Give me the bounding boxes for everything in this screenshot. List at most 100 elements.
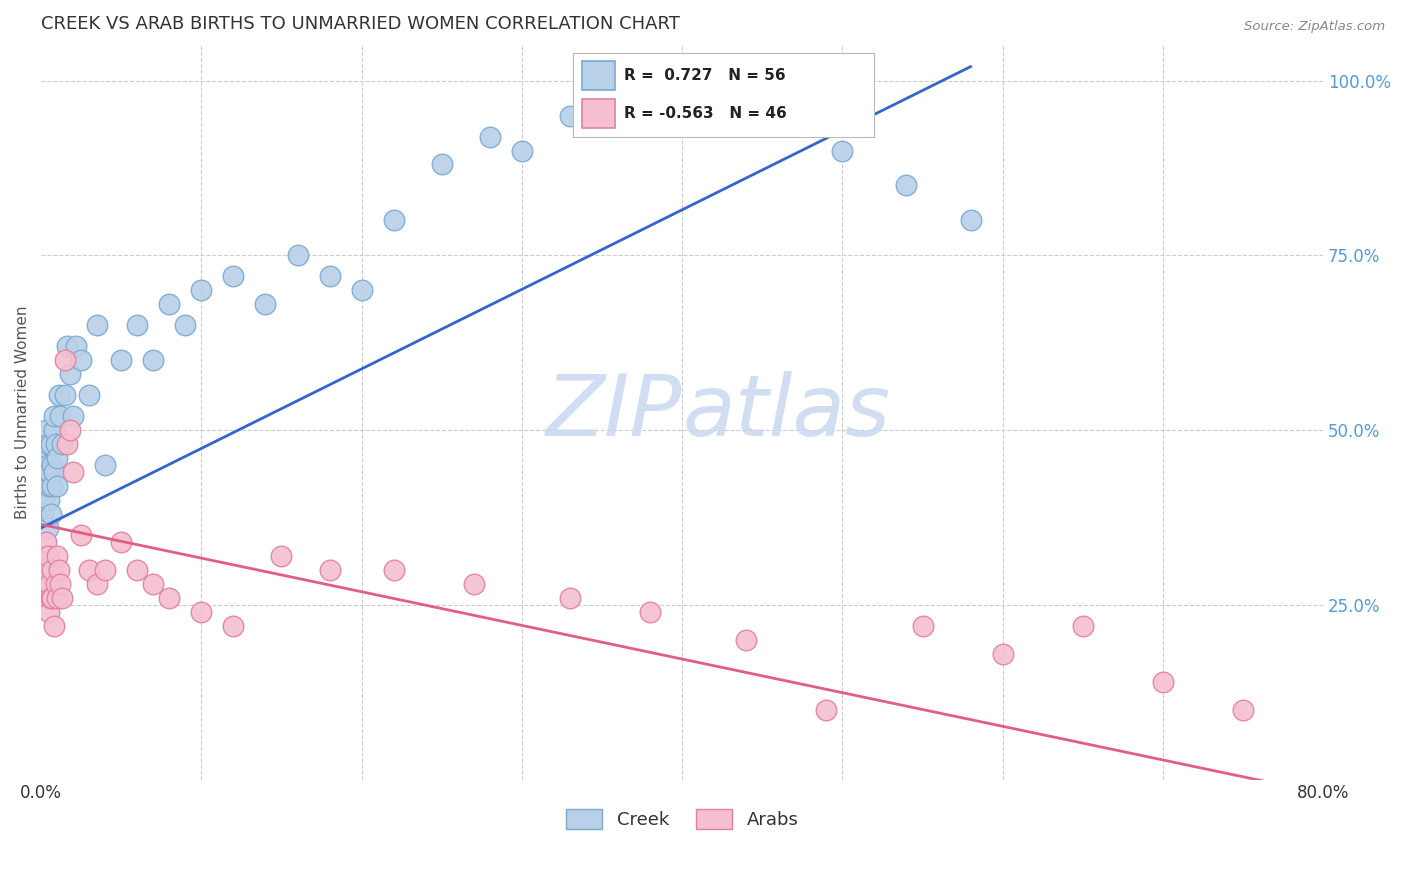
Point <box>510 144 533 158</box>
Text: Source: ZipAtlas.com: Source: ZipAtlas.com <box>1244 20 1385 33</box>
Point <box>991 647 1014 661</box>
Point <box>44 577 66 591</box>
Point <box>127 318 149 333</box>
Point <box>31 507 53 521</box>
Point <box>703 87 725 102</box>
Point <box>48 388 70 402</box>
Point <box>94 563 117 577</box>
Point <box>39 507 62 521</box>
Point <box>41 479 63 493</box>
Point <box>959 213 981 227</box>
Point <box>39 591 62 605</box>
Point <box>318 269 340 284</box>
Point <box>53 388 76 402</box>
Point <box>42 465 65 479</box>
Point <box>62 465 84 479</box>
Point <box>86 318 108 333</box>
Point <box>46 549 69 563</box>
Point <box>38 577 60 591</box>
Point <box>34 549 56 563</box>
Point <box>65 339 87 353</box>
Point <box>1152 674 1174 689</box>
Point <box>896 178 918 193</box>
Point <box>254 297 277 311</box>
Point <box>735 632 758 647</box>
Point <box>53 353 76 368</box>
Point <box>35 451 58 466</box>
Point <box>157 591 180 605</box>
Point <box>34 479 56 493</box>
Point <box>430 157 453 171</box>
Point <box>34 493 56 508</box>
Point <box>127 563 149 577</box>
Point <box>831 144 853 158</box>
Y-axis label: Births to Unmarried Women: Births to Unmarried Women <box>15 306 30 519</box>
Point <box>86 577 108 591</box>
Point <box>41 591 63 605</box>
Point <box>270 549 292 563</box>
Point <box>174 318 197 333</box>
Point <box>42 423 65 437</box>
Point <box>1232 703 1254 717</box>
Point <box>35 423 58 437</box>
Point <box>1071 619 1094 633</box>
Point <box>77 563 100 577</box>
Point <box>49 577 72 591</box>
Point <box>59 423 82 437</box>
Point <box>94 458 117 472</box>
Point <box>34 577 56 591</box>
Point <box>350 283 373 297</box>
Point <box>37 591 59 605</box>
Point <box>41 458 63 472</box>
Text: atlas: atlas <box>682 371 890 454</box>
Point <box>222 269 245 284</box>
Text: ZIP: ZIP <box>546 371 682 454</box>
Point <box>55 339 77 353</box>
Point <box>62 409 84 424</box>
Point <box>46 479 69 493</box>
Point <box>382 563 405 577</box>
Point <box>31 563 53 577</box>
Point <box>638 605 661 619</box>
Point <box>558 591 581 605</box>
Point <box>77 388 100 402</box>
Point <box>35 563 58 577</box>
Point <box>70 528 93 542</box>
Point <box>42 619 65 633</box>
Point <box>48 563 70 577</box>
Point <box>46 451 69 466</box>
Point <box>768 102 790 116</box>
Point <box>222 619 245 633</box>
Point <box>44 437 66 451</box>
Point <box>38 493 60 508</box>
Point <box>42 409 65 424</box>
Point <box>38 479 60 493</box>
Point <box>110 353 132 368</box>
Point <box>70 353 93 368</box>
Point <box>38 465 60 479</box>
Point <box>51 437 73 451</box>
Point <box>558 109 581 123</box>
Point <box>142 577 165 591</box>
Point <box>37 437 59 451</box>
Point <box>46 591 69 605</box>
Point <box>35 535 58 549</box>
Point <box>142 353 165 368</box>
Point <box>38 605 60 619</box>
Point <box>623 87 645 102</box>
Point <box>59 368 82 382</box>
Point <box>41 563 63 577</box>
Point <box>49 409 72 424</box>
Point <box>51 591 73 605</box>
Point <box>815 703 838 717</box>
Point <box>911 619 934 633</box>
Point <box>478 129 501 144</box>
Point <box>287 248 309 262</box>
Point <box>190 605 212 619</box>
Legend: Creek, Arabs: Creek, Arabs <box>558 801 806 837</box>
Text: CREEK VS ARAB BIRTHS TO UNMARRIED WOMEN CORRELATION CHART: CREEK VS ARAB BIRTHS TO UNMARRIED WOMEN … <box>41 15 681 33</box>
Point <box>55 437 77 451</box>
Point <box>463 577 485 591</box>
Point <box>35 465 58 479</box>
Point <box>37 521 59 535</box>
